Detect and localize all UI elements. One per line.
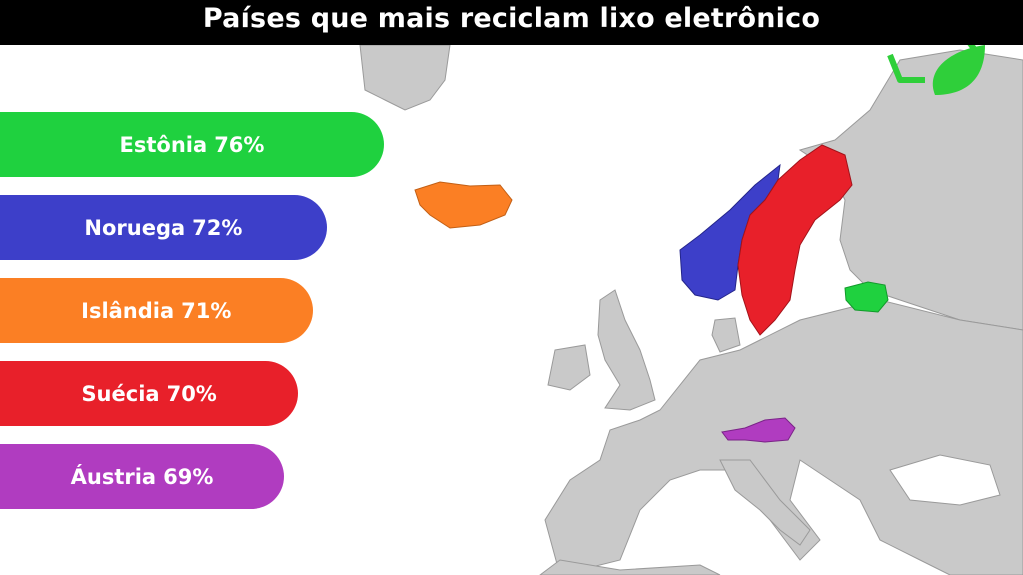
bar: Noruega 72%	[0, 195, 327, 260]
chart-title: Países que mais reciclam lixo eletrônico	[202, 3, 821, 34]
value-label: 76%	[214, 132, 265, 157]
category-label: Suécia	[81, 381, 160, 406]
value-label: 70%	[166, 381, 217, 406]
title-bar	[0, 0, 1023, 45]
value-label: 69%	[163, 464, 214, 489]
bar: Suécia 70%	[0, 361, 299, 426]
value-label: 72%	[192, 215, 243, 240]
category-label: Estônia	[119, 132, 208, 157]
value-label: 71%	[181, 298, 232, 323]
category-label: Islândia	[81, 298, 175, 323]
bar: Islândia 71%	[0, 278, 313, 343]
bar: Estônia 76%	[0, 112, 384, 177]
bar: Áustria 69%	[0, 444, 284, 509]
category-label: Noruega	[84, 215, 186, 240]
category-label: Áustria	[70, 464, 157, 489]
